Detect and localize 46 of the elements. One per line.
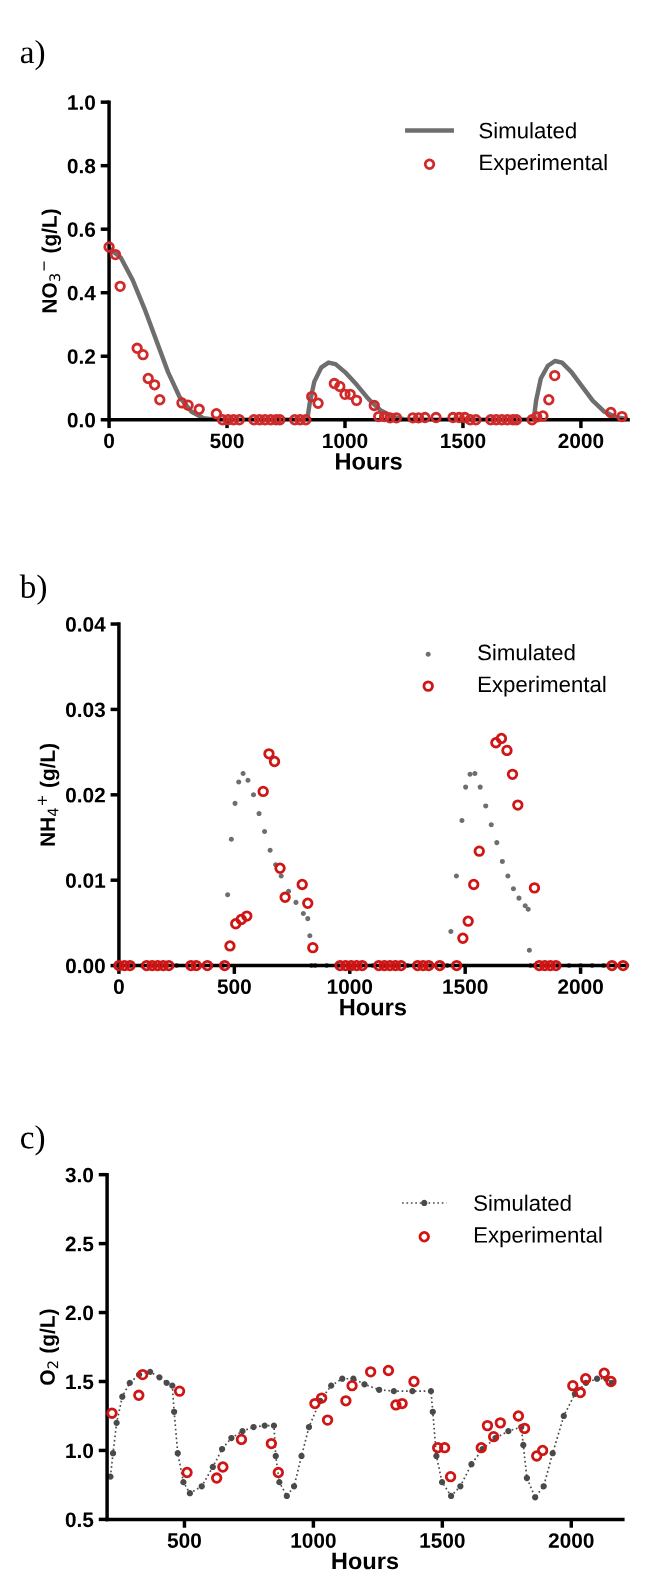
- legend-label: Experimental: [480, 153, 607, 175]
- legend-label: Simulated: [474, 1194, 571, 1211]
- x-tick-label: 1000: [291, 1533, 336, 1548]
- text: a): [20, 39, 45, 71]
- x-tick-label: 0: [113, 979, 124, 995]
- y-tick-label: 0.03: [66, 702, 105, 718]
- x-tick-label: 0: [104, 433, 114, 449]
- x-tick-label: 1000: [327, 979, 373, 995]
- x-tick-label: 2000: [548, 1533, 594, 1548]
- x-tick-label: 500: [217, 979, 251, 995]
- x-tick-label: 2000: [558, 433, 604, 449]
- x-tick-label: 1500: [441, 433, 486, 449]
- x-axis-title: Hours: [336, 453, 402, 470]
- text: c): [20, 1125, 45, 1156]
- x-tick-label: 500: [210, 433, 244, 449]
- y-tick-label: 0.5: [65, 1512, 94, 1528]
- y-tick-label: 0.4: [67, 285, 96, 301]
- y-tick-label: 1.0: [66, 1443, 94, 1459]
- y-tick-label: 1.5: [66, 1374, 94, 1390]
- legend-label: Experimental: [474, 1226, 602, 1248]
- text: b): [19, 574, 47, 605]
- legend-label: Simulated: [479, 122, 576, 139]
- y-tick-label: 0.6: [67, 222, 96, 237]
- y-axis-title: NO$_{3}$$^{−}$ (g/L): [41, 209, 62, 313]
- y-tick-label: 2.0: [65, 1305, 94, 1321]
- x-tick-label: 1500: [443, 979, 488, 995]
- y-tick-label: 3.0: [65, 1167, 94, 1183]
- x-tick-label: 1000: [323, 433, 368, 449]
- x-tick-label: 500: [167, 1533, 201, 1548]
- legend-label: Simulated: [478, 644, 575, 661]
- x-tick-label: 2000: [558, 979, 603, 995]
- y-tick-label: 0.2: [67, 349, 96, 364]
- y-tick-label: 2.5: [65, 1236, 94, 1252]
- y-tick-label: 0.00: [66, 958, 105, 974]
- y-axis-title: NH$_{4}$$^{+}$ (g/L): [37, 743, 60, 846]
- x-tick-label: 1500: [420, 1533, 465, 1548]
- y-tick-label: 0.02: [66, 787, 105, 803]
- y-tick-label: 0.04: [66, 617, 106, 632]
- y-axis-title: O$_{2}$ (g/L): [39, 1309, 60, 1385]
- legend-label: Experimental: [478, 675, 606, 697]
- y-tick-label: 1.0: [68, 95, 96, 110]
- x-axis-title: Hours: [332, 1552, 399, 1570]
- y-tick-label: 0.8: [67, 158, 96, 174]
- x-axis-title: Hours: [340, 999, 406, 1016]
- y-tick-label: 0.01: [66, 873, 106, 888]
- y-tick-label: 0.0: [67, 412, 96, 428]
